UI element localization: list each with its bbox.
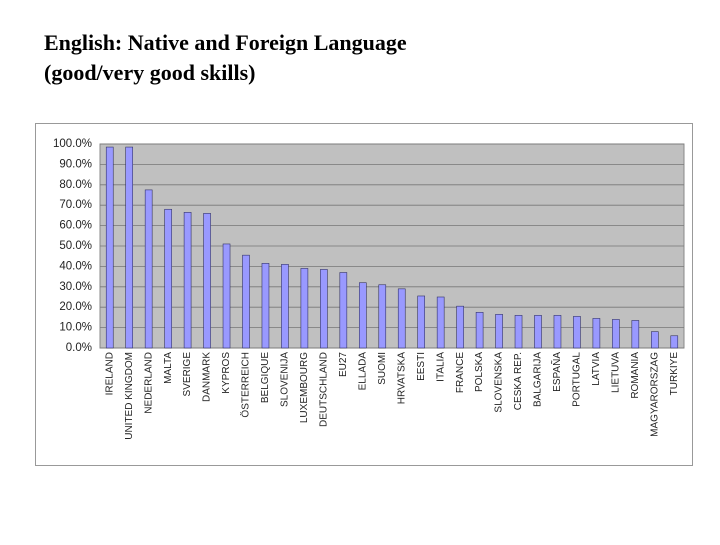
- y-tick-label: 80.0%: [59, 179, 92, 191]
- bar: [631, 320, 640, 349]
- x-tick-label: SUOMI: [377, 352, 388, 385]
- x-tick-label: KYPROS: [221, 352, 232, 394]
- bar: [592, 318, 601, 349]
- bar: [397, 288, 406, 349]
- x-tick-label: IRELAND: [104, 352, 115, 395]
- x-tick-label: LUXEMBOURG: [299, 352, 310, 423]
- y-tick-label: 20.0%: [59, 301, 92, 313]
- bar: [612, 319, 620, 349]
- x-tick-label: POLSKA: [474, 352, 485, 392]
- y-tick-label: 90.0%: [59, 158, 92, 170]
- x-tick-label: ITALIA: [435, 352, 446, 382]
- x-tick-label: LATVIA: [591, 352, 602, 386]
- bar: [436, 296, 445, 349]
- chart-title: English: Native and Foreign Language: [44, 30, 407, 55]
- bar: [339, 272, 348, 349]
- x-tick-label: FRANCE: [455, 352, 466, 393]
- bar: [573, 316, 581, 349]
- bar: [358, 282, 367, 349]
- x-tick-label: SVERIGE: [182, 352, 193, 397]
- bar: [514, 315, 523, 349]
- bar: [203, 213, 211, 349]
- y-tick-label: 0.0%: [66, 342, 92, 354]
- bar: [125, 146, 133, 349]
- bar: [495, 314, 503, 349]
- x-tick-label: SLOVENIJA: [280, 352, 291, 407]
- x-tick-label: MAGYARORSZAG: [649, 352, 660, 437]
- x-tick-label: ROMANIA: [630, 352, 641, 399]
- bar: [242, 254, 250, 349]
- bar: [105, 146, 114, 349]
- bar: [417, 295, 426, 349]
- bar: [534, 315, 542, 349]
- bar: [670, 335, 679, 349]
- x-tick-label: ESPAÑA: [550, 352, 563, 392]
- bar: [378, 284, 387, 349]
- bar: [320, 269, 328, 349]
- x-tick-label: HRVATSKA: [396, 352, 407, 405]
- y-tick-label: 60.0%: [59, 220, 92, 232]
- x-tick-label: DANMARK: [202, 352, 213, 402]
- bar: [281, 264, 289, 349]
- y-tick-label: 100.0%: [53, 138, 92, 150]
- bar: [456, 305, 464, 349]
- x-tick-label: ÖSTERREICH: [240, 352, 252, 418]
- y-tick-label: 50.0%: [59, 240, 92, 252]
- x-tick-label: MALTA: [163, 352, 174, 384]
- bar: [164, 208, 172, 349]
- x-tick-label: BALGARIJA: [533, 352, 544, 407]
- x-tick-label: SLOVENSKA: [494, 352, 505, 413]
- x-tick-label: EESTI: [416, 352, 427, 381]
- x-tick-label: BELGIQUE: [260, 352, 271, 403]
- bar: [144, 189, 153, 349]
- x-tick-label: DEUTSCHLAND: [319, 352, 330, 427]
- bar: [553, 315, 562, 349]
- x-tick-label: ELLADA: [357, 352, 368, 391]
- x-tick-label: LIETUVA: [611, 352, 622, 393]
- bar: [183, 212, 192, 349]
- bar: [475, 311, 484, 349]
- bar: [300, 268, 309, 349]
- x-tick-label: TURKIYE: [669, 352, 680, 396]
- x-tick-label: NEDERLAND: [143, 352, 154, 414]
- y-tick-label: 10.0%: [59, 322, 92, 334]
- y-tick-label: 70.0%: [59, 199, 92, 211]
- chart-subtitle: (good/very good skills): [44, 60, 255, 85]
- y-tick-label: 40.0%: [59, 260, 92, 272]
- x-tick-label: EU27: [338, 352, 349, 377]
- bar: [261, 263, 270, 349]
- bar: [222, 243, 231, 349]
- y-tick-label: 30.0%: [59, 281, 92, 293]
- x-tick-label: UNITED KINGDOM: [124, 352, 135, 440]
- x-tick-label: PORTUGAL: [572, 352, 583, 407]
- bar: [650, 331, 659, 349]
- x-tick-label: CESKA REP.: [513, 352, 524, 410]
